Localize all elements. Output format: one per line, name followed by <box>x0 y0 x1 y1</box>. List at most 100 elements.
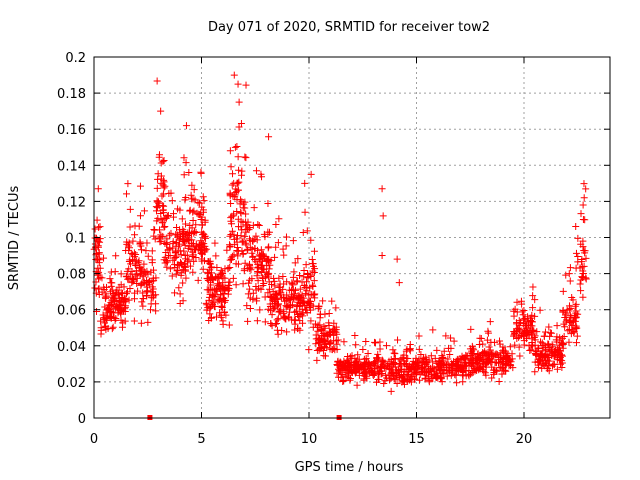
data-point <box>232 281 240 289</box>
data-point <box>491 338 499 346</box>
data-point <box>146 278 154 286</box>
data-point <box>516 352 524 360</box>
data-point <box>129 237 137 245</box>
data-point <box>264 244 272 252</box>
data-point <box>181 263 189 271</box>
data-point <box>174 233 182 241</box>
data-point <box>107 314 115 322</box>
data-point <box>385 371 393 379</box>
data-point <box>186 236 194 244</box>
data-point <box>355 371 363 379</box>
data-point <box>316 338 324 346</box>
data-point <box>318 326 326 334</box>
data-point <box>160 157 168 165</box>
data-point <box>395 368 403 376</box>
x-tick-label: 10 <box>301 432 318 447</box>
data-point <box>531 341 539 349</box>
data-point <box>219 270 227 278</box>
data-point <box>189 216 197 224</box>
data-point <box>217 266 225 274</box>
data-point <box>201 218 209 226</box>
data-point <box>234 153 242 161</box>
data-point <box>142 291 150 299</box>
data-point <box>330 337 338 345</box>
data-point <box>440 361 448 369</box>
data-point <box>115 301 123 309</box>
data-point <box>136 212 144 220</box>
data-point <box>226 278 234 286</box>
data-point <box>182 220 190 228</box>
data-point <box>136 240 144 248</box>
data-point <box>482 349 490 357</box>
data-point <box>217 291 225 299</box>
data-point <box>467 359 475 367</box>
data-point <box>288 279 296 287</box>
data-point <box>418 363 426 371</box>
data-point <box>233 142 241 150</box>
data-point <box>242 210 250 218</box>
data-point <box>572 300 580 308</box>
data-point <box>309 262 317 270</box>
data-point <box>254 268 262 276</box>
data-point <box>254 221 262 229</box>
data-point <box>376 345 384 353</box>
data-point <box>161 222 169 230</box>
data-point <box>526 347 534 355</box>
data-point <box>529 283 537 291</box>
data-point <box>198 241 206 249</box>
data-point <box>226 192 234 200</box>
data-point <box>185 256 193 264</box>
data-point <box>105 301 113 309</box>
data-point <box>579 293 587 301</box>
data-point <box>250 204 258 212</box>
data-point <box>198 257 206 265</box>
data-point <box>354 351 362 359</box>
y-tick-label: 0.16 <box>57 123 86 138</box>
data-point <box>124 288 132 296</box>
data-point <box>239 280 247 288</box>
data-point <box>221 296 229 304</box>
data-point <box>228 255 236 263</box>
data-point <box>322 340 330 348</box>
x-tick-label: 5 <box>197 432 205 447</box>
data-point <box>307 170 315 178</box>
data-point <box>542 345 550 353</box>
data-point <box>103 311 111 319</box>
data-point <box>233 247 241 255</box>
data-point <box>128 277 136 285</box>
data-point <box>463 352 471 360</box>
data-point <box>193 209 201 217</box>
data-point <box>488 374 496 382</box>
data-point <box>143 277 151 285</box>
data-point <box>233 196 241 204</box>
y-tick-label: 0.08 <box>57 268 86 283</box>
x-axis-label: GPS time / hours <box>295 460 404 475</box>
data-point <box>117 316 125 324</box>
data-point <box>334 357 342 365</box>
data-point <box>459 378 467 386</box>
data-point <box>364 350 372 358</box>
data-point <box>264 200 272 208</box>
data-point <box>246 237 254 245</box>
data-point <box>430 365 438 373</box>
data-point <box>429 374 437 382</box>
data-point <box>378 185 386 193</box>
data-point <box>258 265 266 273</box>
data-point <box>332 304 340 312</box>
data-point <box>520 330 528 338</box>
data-point <box>270 275 278 283</box>
data-point <box>126 205 134 213</box>
data-point <box>359 345 367 353</box>
data-point <box>172 252 180 260</box>
data-point <box>159 206 167 214</box>
data-point <box>538 354 546 362</box>
data-point <box>217 303 225 311</box>
data-point <box>260 230 268 238</box>
data-point <box>325 319 333 327</box>
data-point <box>529 304 537 312</box>
data-point <box>246 285 254 293</box>
data-point <box>143 239 151 247</box>
data-point <box>150 277 158 285</box>
data-point <box>302 306 310 314</box>
data-point <box>447 344 455 352</box>
